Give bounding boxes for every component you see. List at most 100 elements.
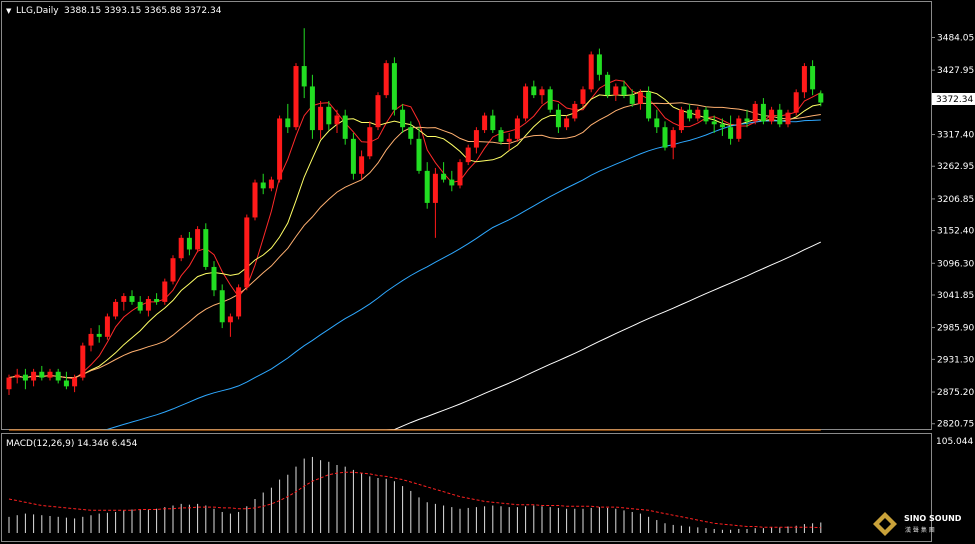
candle-body [293, 66, 299, 128]
candle-body [629, 95, 635, 104]
candle-body [506, 138, 512, 142]
macd-label: MACD(12,26,9) 14.346 6.454 [6, 439, 138, 449]
logo-subtitle: 漢 聲 集 團 [905, 526, 935, 534]
candle-body [219, 290, 225, 323]
y-tick-label-8: 2985.90 [937, 324, 974, 334]
candle-body [6, 377, 12, 390]
candle-body [564, 118, 570, 128]
candle-body [72, 377, 78, 387]
y-tick-label-10: 2875.20 [937, 388, 974, 398]
candle-body [621, 86, 627, 96]
y-tick-label-4: 3206.85 [937, 195, 974, 205]
candle-body [195, 229, 201, 250]
candle-body [465, 147, 471, 163]
candle-body [441, 173, 447, 180]
candle-body [449, 179, 455, 186]
candle-body [154, 298, 160, 302]
macd-panel-border [1, 433, 932, 542]
candle-body [47, 371, 53, 378]
symbol-dropdown-arrow[interactable]: ▼ [6, 7, 12, 15]
candle-body [514, 118, 520, 139]
candle-body [80, 345, 86, 378]
candle-body [145, 298, 151, 311]
candle-body [695, 109, 701, 119]
candle-body [162, 281, 168, 302]
candle-body [654, 118, 660, 128]
candle-body [785, 112, 791, 125]
candle-body [605, 74, 611, 96]
y-tick-label-9: 2931.30 [937, 355, 974, 365]
candle-body [490, 115, 496, 131]
candle-body [55, 371, 61, 381]
y-tick-label-6: 3096.30 [937, 259, 974, 269]
candle-body [719, 124, 725, 128]
ma-line-5 [8, 79, 822, 380]
candle-body [793, 92, 799, 113]
candle-body [31, 371, 37, 381]
candle-body [580, 89, 586, 104]
candle-body [687, 109, 693, 119]
candle-body [818, 93, 824, 103]
candle-body [383, 63, 389, 96]
candle-body [203, 229, 209, 267]
candle-body [744, 118, 750, 122]
candle-body [342, 115, 348, 139]
candle-body [637, 92, 643, 104]
candle-body [236, 287, 242, 317]
y-tick-label-7: 3041.85 [937, 291, 974, 301]
candle-body [39, 371, 45, 378]
candle-body [268, 179, 274, 189]
candle-body [367, 127, 373, 157]
candle-body [137, 301, 143, 311]
y-tick-label-0: 3484.05 [937, 33, 974, 43]
candle-body [678, 109, 684, 131]
candle-body [801, 66, 807, 93]
candle-body [523, 86, 529, 119]
candle-body [432, 173, 438, 203]
candlesticks [6, 28, 824, 396]
candle-body [711, 121, 717, 125]
candle-body [359, 156, 365, 174]
candle-body [596, 54, 602, 75]
candle-body [473, 130, 479, 148]
candle-body [113, 301, 119, 317]
candle-body [129, 296, 135, 302]
candle-body [416, 138, 422, 171]
candle-body [14, 374, 20, 378]
candle-body [760, 103, 766, 122]
current-price-tag: 3372.34 [932, 93, 975, 105]
candle-body [424, 170, 430, 203]
logo-name: SINO SOUND [904, 514, 962, 523]
candle-body [186, 237, 192, 250]
candle-body [178, 237, 184, 259]
candle-body [736, 118, 742, 139]
ma-line-20 [8, 102, 821, 379]
candle-body [88, 333, 94, 346]
candle-body [547, 89, 553, 110]
candle-body [810, 66, 816, 90]
candle-body [285, 118, 291, 128]
candle-body [211, 266, 217, 291]
candle-body [22, 374, 28, 381]
ohlc-values: 3388.15 3393.15 3365.88 3372.34 [64, 6, 222, 16]
candle-body [769, 109, 775, 122]
candle-body [728, 127, 734, 139]
candle-body [457, 162, 463, 186]
candle-body [63, 380, 69, 387]
sino-sound-logo: SINO SOUND 漢 聲 集 團 [873, 512, 962, 536]
candle-body [326, 106, 332, 125]
candle-body [408, 127, 414, 139]
candle-body [572, 103, 578, 119]
candle-body [482, 115, 488, 131]
y-tick-label-3: 3262.95 [937, 162, 974, 172]
candle-body [375, 95, 381, 128]
candle-body [777, 109, 783, 125]
current-price-label: 3372.34 [936, 95, 973, 105]
candle-body [588, 54, 594, 90]
candle-body [260, 182, 266, 189]
moving-averages [8, 79, 822, 431]
candle-body [555, 109, 561, 128]
candle-body [498, 130, 504, 142]
candle-body [309, 86, 315, 131]
